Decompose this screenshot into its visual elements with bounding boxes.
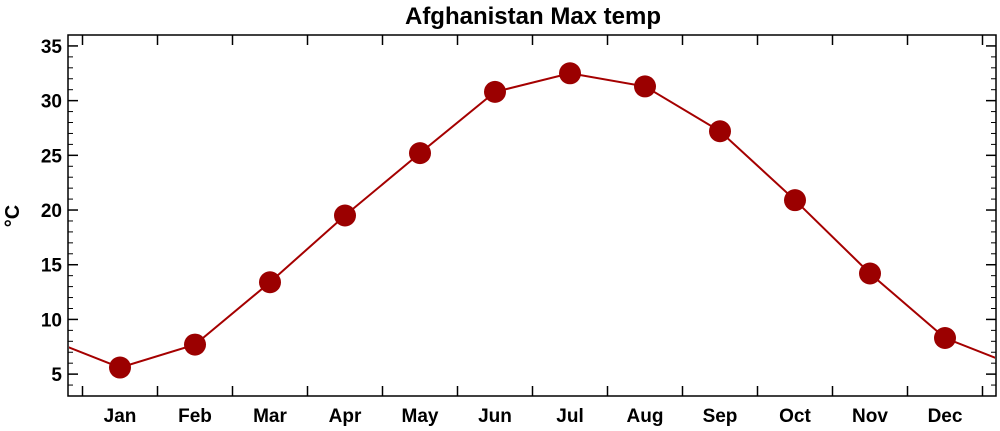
x-tick-label: Aug [627,406,664,427]
chart-title: Afghanistan Max temp [405,3,661,30]
y-tick-label: 30 [41,92,62,113]
x-tick-label: Jun [478,406,512,427]
x-tick-label: Nov [852,406,888,427]
x-tick-label: May [402,406,439,427]
x-tick-label: Dec [928,406,963,427]
data-point [934,327,956,350]
x-tick-label: Jul [556,406,583,427]
y-tick-label: 5 [51,365,62,386]
data-point [184,333,206,356]
series-line [69,72,995,369]
data-point [259,271,281,294]
x-tick-label: Jan [104,406,137,427]
data-point [334,204,356,227]
data-point [784,189,806,212]
x-tick-label: Oct [779,406,811,427]
data-point [709,120,731,143]
data-point [859,262,881,285]
data-point [484,80,506,103]
y-tick-label: 35 [41,37,63,58]
plot-frame [67,34,997,397]
y-tick-label: 10 [41,310,62,331]
y-tick-label: 20 [41,201,62,222]
y-axis-label: °C [2,205,24,227]
y-tick-label: 25 [41,146,63,167]
data-point [409,142,431,165]
data-point [559,62,581,85]
y-tick-label: 15 [41,256,63,277]
x-tick-label: Mar [253,406,287,427]
plot-area: 5 10 15 20 25 30 35 Jan Feb Mar Apr May Jun Jul Aug Sep… [41,34,997,427]
x-tick-label: Apr [329,406,362,427]
data-point [109,356,131,379]
x-tick-label: Sep [703,406,738,427]
x-tick-label: Feb [178,406,212,427]
data-point [634,75,656,98]
